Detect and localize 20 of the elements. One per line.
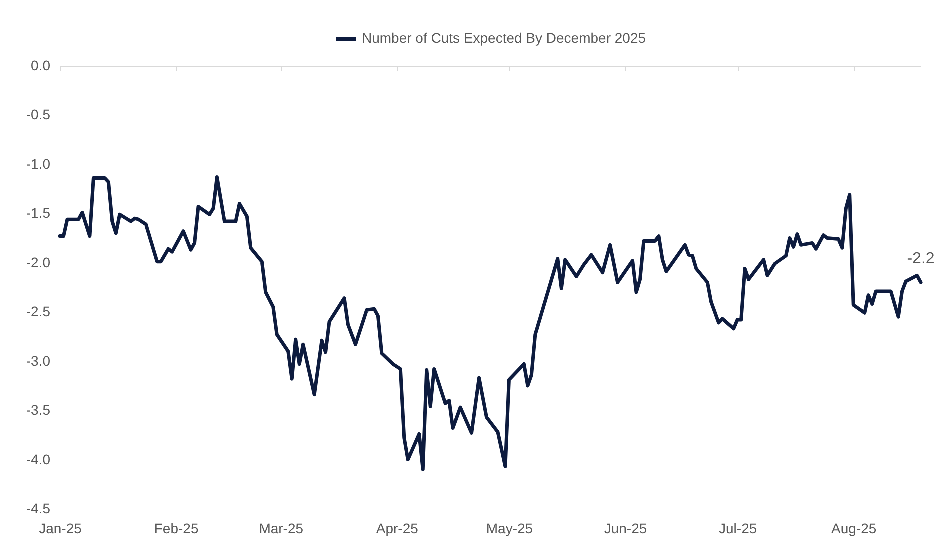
x-tick-label: Jul-25 xyxy=(719,520,758,536)
y-tick-label: -2.5 xyxy=(26,304,51,320)
x-tick-label: Apr-25 xyxy=(376,520,419,536)
y-tick-label: -3.0 xyxy=(26,352,51,369)
y-tick-label: -1.0 xyxy=(26,156,51,172)
y-tick-label: -4.0 xyxy=(26,451,51,468)
y-tick-label: -2.0 xyxy=(26,254,51,270)
y-tick-label: -3.5 xyxy=(26,402,51,418)
y-tick-label: 0.0 xyxy=(31,58,51,74)
y-tick-label: -0.5 xyxy=(26,106,51,123)
y-tick-label: -4.5 xyxy=(26,500,51,516)
x-tick-label: Jan-25 xyxy=(39,520,82,536)
y-tick-label: -1.5 xyxy=(26,205,51,222)
annotation: -2.2 xyxy=(907,250,935,268)
x-tick-label: Aug-25 xyxy=(832,520,877,536)
legend-label: Number of Cuts Expected By December 2025 xyxy=(362,30,646,46)
x-tick-label: Jun-25 xyxy=(604,520,648,536)
x-tick-label: Feb-25 xyxy=(154,520,199,536)
x-tick-label: Mar-25 xyxy=(259,520,304,536)
x-tick-label: May-25 xyxy=(486,520,534,536)
